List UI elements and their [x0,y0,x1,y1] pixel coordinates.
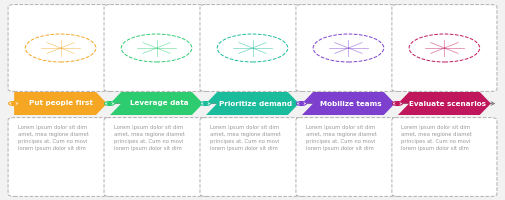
FancyBboxPatch shape [200,118,305,196]
Circle shape [299,103,304,104]
FancyBboxPatch shape [296,118,401,196]
Text: Lorem ipsum dolor sit dim
amet, mea regione diamet
principes at. Cum no movi
lor: Lorem ipsum dolor sit dim amet, mea regi… [114,125,184,151]
Polygon shape [398,92,491,115]
Circle shape [9,102,19,106]
Circle shape [107,103,112,104]
Polygon shape [110,92,203,115]
Text: Mobilize teams: Mobilize teams [320,100,382,106]
Polygon shape [206,92,299,115]
Circle shape [395,103,400,104]
Text: Put people first: Put people first [29,100,92,106]
Circle shape [296,102,307,106]
Circle shape [392,102,402,106]
Text: Lorem ipsum dolor sit dim
amet, mea regione diamet
principes at. Cum no movi
lor: Lorem ipsum dolor sit dim amet, mea regi… [306,125,376,151]
FancyBboxPatch shape [104,5,209,91]
Circle shape [200,102,211,106]
Circle shape [105,102,115,106]
Text: Leverage data: Leverage data [130,100,189,106]
FancyBboxPatch shape [200,5,305,91]
Text: Lorem ipsum dolor sit dim
amet, mea regione diamet
principes at. Cum no movi
lor: Lorem ipsum dolor sit dim amet, mea regi… [401,125,472,151]
Text: Lorem ipsum dolor sit dim
amet, mea regione diamet
principes at. Cum no movi
lor: Lorem ipsum dolor sit dim amet, mea regi… [18,125,88,151]
FancyBboxPatch shape [392,5,497,91]
FancyBboxPatch shape [392,118,497,196]
Text: Evaluate scenarios: Evaluate scenarios [409,100,486,106]
Text: Prioritize demand: Prioritize demand [219,100,292,106]
Polygon shape [302,92,395,115]
FancyBboxPatch shape [8,118,113,196]
FancyBboxPatch shape [104,118,209,196]
Polygon shape [14,92,107,115]
Circle shape [11,103,16,104]
FancyBboxPatch shape [8,5,113,91]
FancyBboxPatch shape [296,5,401,91]
Circle shape [203,103,208,104]
Text: Lorem ipsum dolor sit dim
amet, mea regione diamet
principes at. Cum no movi
lor: Lorem ipsum dolor sit dim amet, mea regi… [210,125,280,151]
